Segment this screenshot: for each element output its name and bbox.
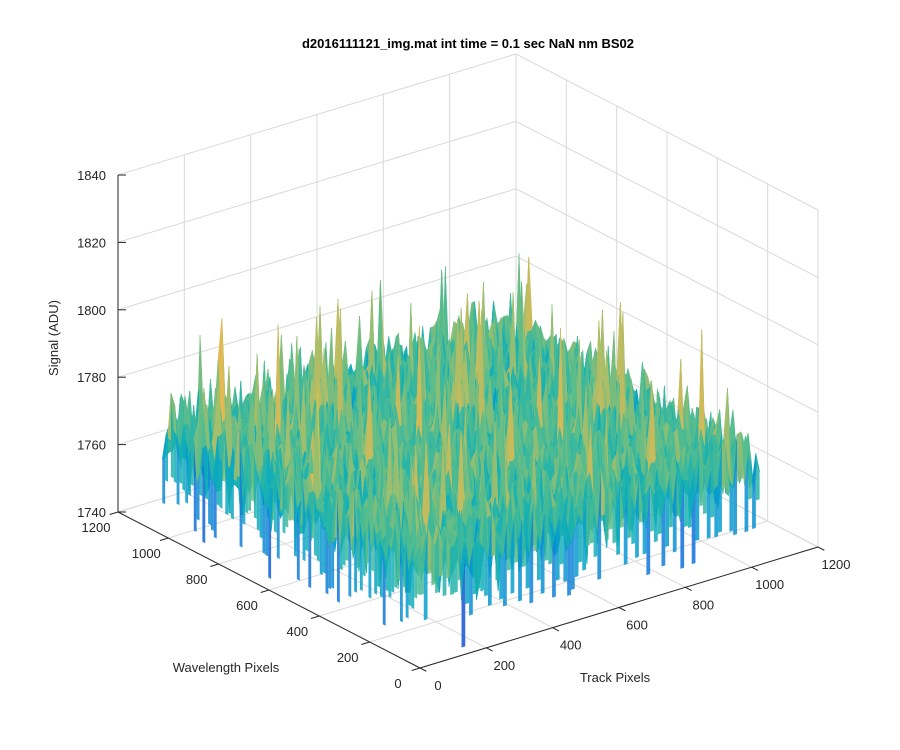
grid-line — [117, 255, 819, 413]
grid-line — [117, 120, 819, 278]
surface-plot — [161, 253, 760, 648]
grid-line — [117, 188, 819, 346]
grid-line — [117, 53, 819, 211]
